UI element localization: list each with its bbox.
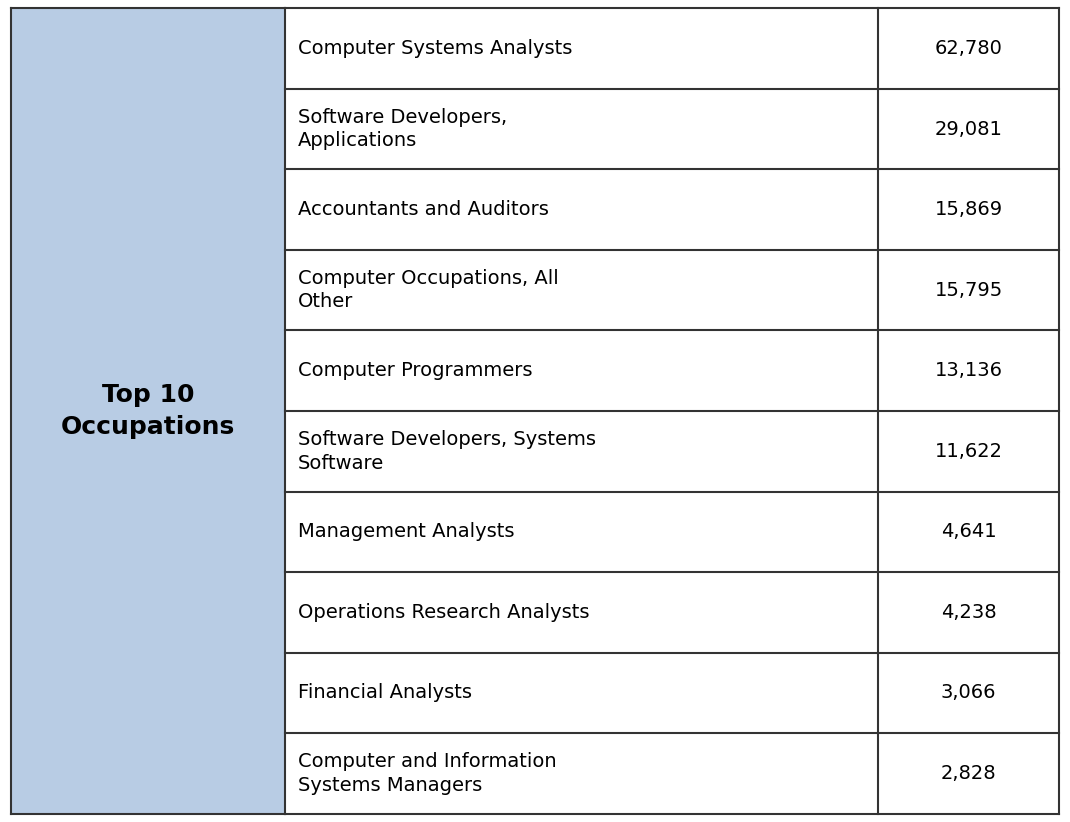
Text: Software Developers,
Applications: Software Developers, Applications	[299, 108, 507, 150]
Bar	[286, 250, 877, 330]
Bar	[877, 169, 1059, 250]
Text: Computer Occupations, All
Other: Computer Occupations, All Other	[299, 269, 559, 312]
Text: Operations Research Analysts: Operations Research Analysts	[299, 603, 590, 622]
Text: 62,780: 62,780	[935, 39, 1003, 58]
Text: Software Developers, Systems
Software: Software Developers, Systems Software	[299, 430, 596, 473]
Bar	[877, 89, 1059, 169]
Text: Computer Programmers: Computer Programmers	[299, 361, 533, 381]
Text: 4,641: 4,641	[941, 522, 996, 542]
Text: 13,136: 13,136	[934, 361, 1003, 381]
Bar	[877, 330, 1059, 411]
Text: 4,238: 4,238	[941, 603, 996, 622]
Text: Computer and Information
Systems Managers: Computer and Information Systems Manager…	[299, 752, 556, 795]
Text: Computer Systems Analysts: Computer Systems Analysts	[299, 39, 572, 58]
Text: Top 10
Occupations: Top 10 Occupations	[61, 383, 235, 439]
Text: 11,622: 11,622	[934, 441, 1003, 461]
Bar	[11, 8, 286, 814]
Bar	[877, 250, 1059, 330]
Text: Financial Analysts: Financial Analysts	[299, 683, 472, 703]
Bar	[877, 411, 1059, 492]
Bar	[286, 733, 877, 814]
Bar	[286, 330, 877, 411]
Bar	[286, 89, 877, 169]
Bar	[286, 492, 877, 572]
Text: 15,795: 15,795	[934, 280, 1003, 300]
Bar	[877, 733, 1059, 814]
Bar	[286, 653, 877, 733]
Text: Management Analysts: Management Analysts	[299, 522, 515, 542]
Bar	[286, 169, 877, 250]
Text: 29,081: 29,081	[935, 119, 1003, 139]
Bar	[877, 492, 1059, 572]
Bar	[286, 8, 877, 89]
Text: 2,828: 2,828	[941, 764, 996, 783]
Bar	[286, 411, 877, 492]
Text: 3,066: 3,066	[941, 683, 996, 703]
Bar	[286, 572, 877, 653]
Bar	[877, 572, 1059, 653]
Text: 15,869: 15,869	[934, 200, 1003, 219]
Bar	[877, 653, 1059, 733]
Bar	[877, 8, 1059, 89]
Text: Accountants and Auditors: Accountants and Auditors	[299, 200, 549, 219]
